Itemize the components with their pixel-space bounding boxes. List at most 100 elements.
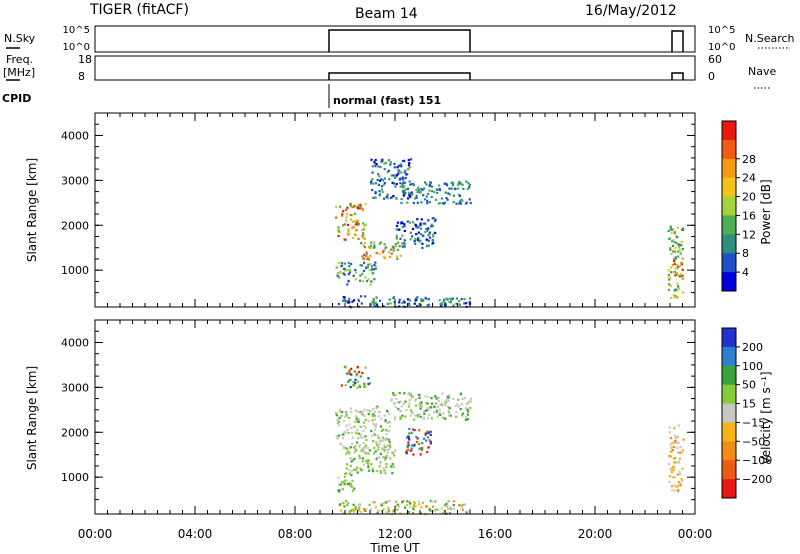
- power-cell: [396, 166, 399, 169]
- velocity-cell: [355, 449, 358, 452]
- velocity-cell: [336, 437, 339, 440]
- power-cell: [392, 195, 395, 198]
- power-cell: [682, 227, 685, 230]
- power-cell: [347, 280, 350, 283]
- power-cell: [372, 297, 375, 301]
- velocity-cell: [346, 503, 349, 506]
- velocity-cell: [338, 483, 341, 486]
- velocity-cell: [376, 441, 379, 444]
- velocity-cell: [360, 449, 363, 452]
- power-cell: [440, 302, 443, 305]
- power-cell: [675, 273, 678, 276]
- velocity-cell: [374, 425, 377, 428]
- power-cell: [402, 177, 405, 180]
- power-cell: [437, 202, 440, 205]
- velocity-cell: [377, 448, 380, 451]
- power-cell: [432, 233, 435, 236]
- velocity-cell: [382, 466, 385, 470]
- velocity-cell: [350, 373, 353, 376]
- power-cell: [416, 218, 419, 221]
- power-cell: [413, 240, 416, 243]
- velocity-cell: [373, 418, 377, 421]
- power-cell: [673, 289, 676, 292]
- velocity-cell: [371, 467, 374, 470]
- power-cell: [336, 274, 339, 277]
- power-cell: [426, 199, 429, 202]
- power-cell: [408, 194, 411, 197]
- velocity-cell: [448, 512, 451, 515]
- velocity-cell: [385, 511, 388, 514]
- power-cell: [427, 298, 430, 301]
- power-cell: [679, 244, 682, 247]
- velocity-cell: [369, 410, 372, 413]
- power-cell: [347, 228, 350, 231]
- power-cell: [407, 158, 410, 162]
- power-cell: [456, 187, 459, 190]
- nsky-panel: [94, 25, 696, 53]
- power-cell: [344, 296, 347, 299]
- power-ytick-label: 2000: [61, 219, 89, 232]
- velocity-cell: [436, 508, 439, 511]
- power-cell: [432, 217, 435, 220]
- velocity-colorbar-label: Velocity [m s⁻¹]: [759, 371, 773, 464]
- velocity-cell: [458, 503, 461, 507]
- power-cell: [429, 181, 432, 184]
- velocity-cell: [461, 397, 464, 401]
- velocity-ytick-label: 3000: [61, 381, 89, 394]
- velocity-cell: [349, 378, 352, 381]
- power-cell: [382, 249, 385, 252]
- power-cell: [378, 252, 381, 256]
- power-cell: [668, 269, 671, 272]
- power-cell: [369, 263, 372, 266]
- velocity-cell: [392, 394, 395, 397]
- power-cell: [440, 197, 443, 200]
- velocity-cell: [413, 503, 416, 506]
- velocity-cell: [367, 452, 370, 455]
- velocity-cell: [366, 409, 369, 412]
- velocity-cell: [435, 397, 438, 400]
- velocity-cell: [355, 417, 358, 420]
- velocity-cell: [390, 465, 393, 468]
- power-cell: [339, 265, 342, 268]
- velocity-cell: [411, 411, 414, 414]
- power-cell: [405, 173, 408, 176]
- power-cell: [667, 274, 671, 277]
- power-cell: [398, 164, 401, 167]
- power-cell: [406, 201, 409, 204]
- power-cell: [676, 226, 679, 229]
- velocity-colorbar-tick-label: 100: [742, 360, 763, 373]
- power-cell: [431, 217, 434, 220]
- power-cell: [379, 179, 382, 182]
- power-cell: [432, 235, 435, 238]
- power-cell: [678, 248, 681, 251]
- velocity-cell: [377, 445, 380, 448]
- velocity-cell: [457, 405, 460, 408]
- velocity-cell: [356, 380, 360, 383]
- nsky-trace: [328, 29, 684, 52]
- velocity-cell: [677, 489, 680, 492]
- power-cell: [342, 267, 346, 270]
- velocity-cell: [444, 504, 447, 507]
- velocity-cell: [398, 391, 401, 395]
- power-cell: [450, 299, 453, 302]
- velocity-cell: [441, 512, 444, 515]
- velocity-cell: [371, 415, 374, 418]
- velocity-cell: [427, 408, 431, 411]
- power-cell: [397, 241, 400, 244]
- power-cell: [459, 182, 463, 185]
- power-cell: [435, 188, 438, 191]
- velocity-cell: [446, 505, 449, 508]
- power-cell: [348, 232, 351, 235]
- nave-label: Nave: [748, 65, 776, 78]
- velocity-cell: [376, 511, 379, 515]
- power-cell: [394, 175, 397, 178]
- velocity-cell: [379, 461, 382, 464]
- velocity-cell: [345, 366, 348, 369]
- velocity-cell: [365, 438, 368, 441]
- velocity-cell: [408, 438, 411, 441]
- power-cell: [369, 283, 372, 286]
- velocity-cell: [444, 402, 447, 405]
- velocity-cell: [361, 371, 364, 375]
- power-cell: [395, 182, 398, 186]
- power-cell: [393, 182, 396, 185]
